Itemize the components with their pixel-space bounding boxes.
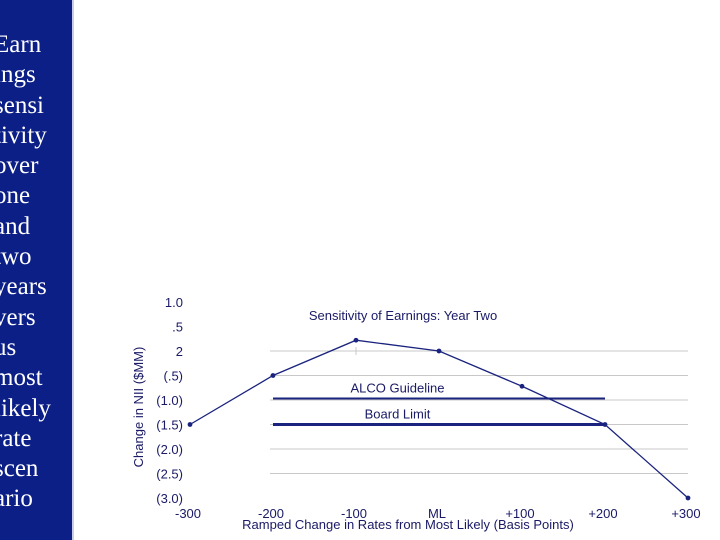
y-tick-label: (2.5) xyxy=(156,467,183,482)
sidebar-title-line: two xyxy=(0,243,32,271)
y-tick-label: (2.0) xyxy=(156,442,183,457)
grid-layer xyxy=(270,347,688,474)
y-tick-label: (.5) xyxy=(164,369,184,384)
sidebar-panel: Earn ingssensitivity overoneand twoyearsver… xyxy=(0,0,72,540)
sidebar-title-line: likely xyxy=(0,394,51,422)
x-tick-label: -300 xyxy=(175,506,201,521)
y-tick-label: (1.0) xyxy=(156,393,183,408)
data-point xyxy=(436,348,442,354)
x-tick-label: ML xyxy=(428,506,446,521)
data-point xyxy=(519,383,525,389)
reference-line-label: Board Limit xyxy=(365,407,431,422)
x-tick-label: +100 xyxy=(505,506,534,521)
sidebar-title-line: one xyxy=(0,182,31,210)
label-layer: 1.0 .5 2 (.5) (1.0) (1.5) (2.0) (2.5) (3.0)-300 -… xyxy=(156,295,700,521)
sidebar-title-line: most xyxy=(0,364,43,392)
series-layer xyxy=(187,337,691,501)
y-tick-label: 2 xyxy=(176,344,183,359)
x-tick-label: +200 xyxy=(588,506,617,521)
data-point xyxy=(602,422,608,427)
series-line xyxy=(189,339,689,499)
y-tick-label: (1.5) xyxy=(156,418,183,433)
sidebar-title-line: us xyxy=(0,333,17,361)
sidebar-title-line: and xyxy=(0,212,31,240)
sidebar-title-line: vers xyxy=(0,303,36,331)
sidebar-title-line: scen xyxy=(0,455,39,483)
y-axis-label: Change in NII ($MM) xyxy=(131,347,146,468)
x-tick-label: -100 xyxy=(341,506,367,521)
sidebar-title-line: ario xyxy=(0,485,33,513)
data-point xyxy=(187,422,193,427)
sidebar-title-line: over xyxy=(0,152,39,180)
y-tick-label: (3.0) xyxy=(156,491,183,506)
sidebar-divider xyxy=(72,0,74,540)
sidebar-title: Earn ingssensitivity overoneand twoyearsver… xyxy=(0,30,72,515)
y-tick-label: 1.0 xyxy=(165,295,183,310)
sidebar-title-line: years xyxy=(0,273,47,301)
sidebar-title-line: tivity xyxy=(0,121,47,149)
sidebar-title-line: Earn xyxy=(0,31,42,58)
data-point xyxy=(353,337,359,343)
reference-line-label: ALCO Guideline xyxy=(351,381,445,396)
x-tick-label: +300 xyxy=(671,506,700,521)
data-point xyxy=(685,495,691,501)
chart-title: Sensitivity of Earnings: Year Two xyxy=(309,308,497,323)
reference-lines xyxy=(273,397,605,426)
sidebar-title-line: ings xyxy=(0,61,36,89)
sidebar-title-line: rate xyxy=(0,424,32,452)
x-tick-label: -200 xyxy=(258,506,284,521)
x-axis-label: Ramped Change in Rates from Most Likely … xyxy=(242,517,574,532)
data-point xyxy=(270,373,276,378)
y-tick-label: .5 xyxy=(172,320,183,335)
